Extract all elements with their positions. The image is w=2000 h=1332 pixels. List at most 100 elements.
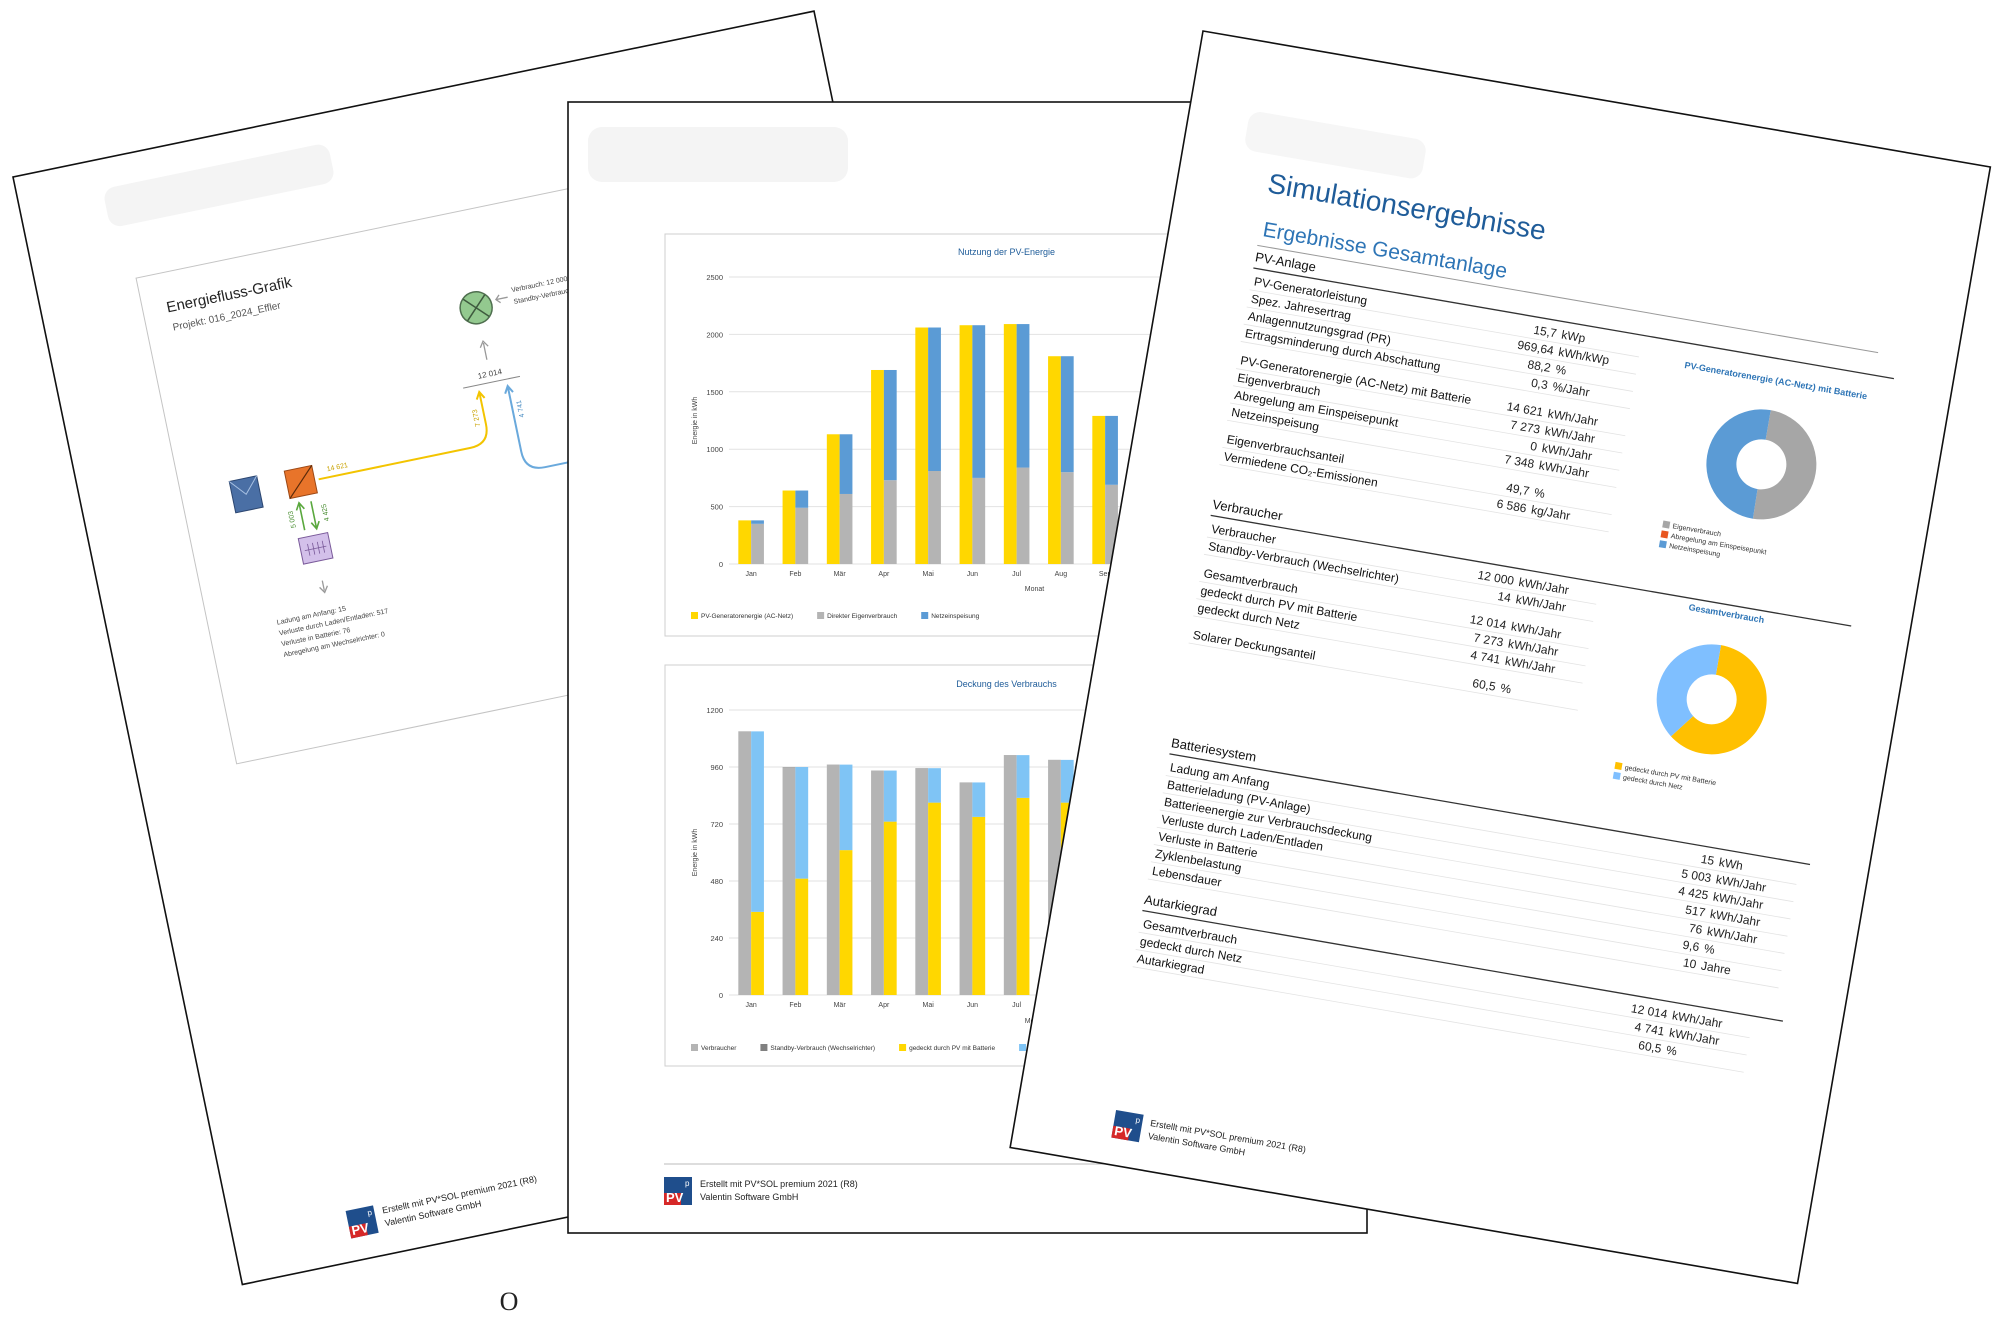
- arrow-discharge: [295, 501, 306, 531]
- legend-label: Verbraucher: [701, 1045, 737, 1052]
- chart-title: Nutzung der PV-Energie: [958, 247, 1055, 257]
- row-unit: kg/Jahr: [1530, 502, 1571, 522]
- bar-segment: [1016, 755, 1030, 798]
- row-value: 60,5: [1637, 1038, 1663, 1056]
- row-rule: [1159, 809, 1791, 920]
- flow-label: 5 003: [288, 510, 298, 529]
- row-unit: %: [1499, 681, 1512, 697]
- x-tick-label: Mär: [834, 571, 847, 578]
- bar-segment: [751, 523, 764, 564]
- legend-swatch: [760, 1044, 768, 1051]
- bar-segment: [928, 802, 941, 995]
- row-rule: [1196, 598, 1586, 667]
- logo-sup: p: [367, 1208, 374, 1218]
- x-tick-label: Feb: [789, 1002, 801, 1009]
- legend-swatch: [691, 612, 698, 619]
- legend-swatch: [1662, 520, 1671, 529]
- bar-segment: [871, 770, 884, 995]
- y-tick-label: 1000: [706, 445, 723, 454]
- row-rule: [1240, 341, 1631, 410]
- row-value: 6 586: [1496, 497, 1528, 516]
- arrow: [494, 294, 508, 304]
- bar-segment: [972, 816, 986, 995]
- page-results: Simulationsergebnisse Ergebnisse Gesamta…: [1009, 30, 1992, 1285]
- bar-segment: [1003, 324, 1017, 564]
- row-value: 7 348: [1503, 452, 1535, 471]
- legend-label: Netzeinspeisung: [931, 613, 979, 620]
- row-rule: [1135, 949, 1747, 1056]
- y-tick-label: 2000: [706, 330, 723, 339]
- x-tick-label: Jun: [967, 571, 978, 578]
- row-value: 60,5: [1471, 676, 1497, 694]
- row-unit: %: [1533, 485, 1546, 501]
- logo-text: PV: [666, 1190, 684, 1205]
- row-value: 0: [1529, 439, 1538, 454]
- header-blur: [588, 127, 848, 182]
- arrow: [479, 339, 489, 360]
- bar-segment: [751, 731, 764, 912]
- donut-segment: [1752, 410, 1817, 520]
- x-tick-label: Jan: [745, 1002, 756, 1009]
- row-rule: [1232, 385, 1623, 454]
- logo-text: PV: [1113, 1123, 1133, 1141]
- row-rule: [1249, 289, 1639, 358]
- pv-module-line: [228, 475, 258, 496]
- row-value: 4 425: [1677, 884, 1709, 903]
- x-tick-label: Aug: [1055, 571, 1068, 578]
- x-tick-label: Mai: [922, 571, 934, 578]
- arrow: [319, 580, 329, 594]
- x-tick-label: Mär: [834, 1002, 847, 1009]
- row-rule: [1219, 464, 1609, 533]
- bar-segment: [883, 369, 897, 481]
- y-tick-label: 1500: [706, 388, 723, 397]
- row-rule: [1188, 642, 1578, 711]
- bar-segment: [782, 767, 796, 995]
- legend-swatch: [691, 1044, 698, 1051]
- x-tick-label: Sep: [1099, 571, 1112, 578]
- row-value: 4 741: [1470, 648, 1502, 667]
- row-rule: [1165, 775, 1797, 885]
- y-axis-label: Energie in kWh: [692, 397, 699, 445]
- header-blur: [104, 144, 334, 227]
- bar-segment: [915, 768, 929, 995]
- y-tick-label: 2500: [706, 273, 723, 282]
- bar-segment: [751, 911, 764, 995]
- row-unit: %: [1703, 941, 1716, 957]
- row-unit: %: [1554, 362, 1567, 378]
- bar-segment: [1016, 797, 1030, 995]
- row-value: 14: [1497, 589, 1513, 605]
- row-rule: [1227, 419, 1617, 488]
- y-axis-label: Energie in kWh: [692, 829, 699, 877]
- legend-swatch: [899, 1044, 907, 1051]
- row-value: 15: [1700, 852, 1716, 868]
- row-value: 9,6: [1682, 938, 1701, 955]
- row-value: 14 621: [1506, 399, 1545, 419]
- logo-accent: [348, 1223, 368, 1239]
- legend-label: Standby-Verbrauch (Wechselrichter): [770, 1045, 875, 1052]
- bar-segment: [1060, 356, 1074, 473]
- header-blur: [1245, 112, 1426, 179]
- row-rule: [1206, 536, 1597, 605]
- bar-segment: [738, 520, 752, 564]
- bar-segment: [795, 767, 809, 879]
- row-value: 88,2: [1526, 357, 1552, 375]
- x-axis-label: Monat: [1025, 586, 1045, 593]
- bar-segment: [839, 764, 853, 851]
- bar-segment: [1060, 472, 1074, 564]
- bar-segment: [959, 782, 973, 995]
- battery-lines: [304, 540, 327, 556]
- row-rule: [1203, 553, 1594, 622]
- bar-segment: [883, 770, 897, 822]
- legend-swatch: [1660, 530, 1669, 539]
- row-value: 0,3: [1530, 376, 1549, 393]
- bar-segment: [795, 878, 809, 995]
- row-value: 12 000: [1477, 568, 1516, 588]
- section-rule: [1253, 267, 1895, 380]
- legend-label: gedeckt durch PV mit Batterie: [909, 1045, 995, 1052]
- x-tick-label: Apr: [878, 1002, 890, 1009]
- bar-segment: [795, 507, 809, 564]
- row-rule: [1162, 792, 1794, 903]
- x-tick-label: Jul: [1012, 1002, 1021, 1009]
- sum-line: [463, 375, 521, 389]
